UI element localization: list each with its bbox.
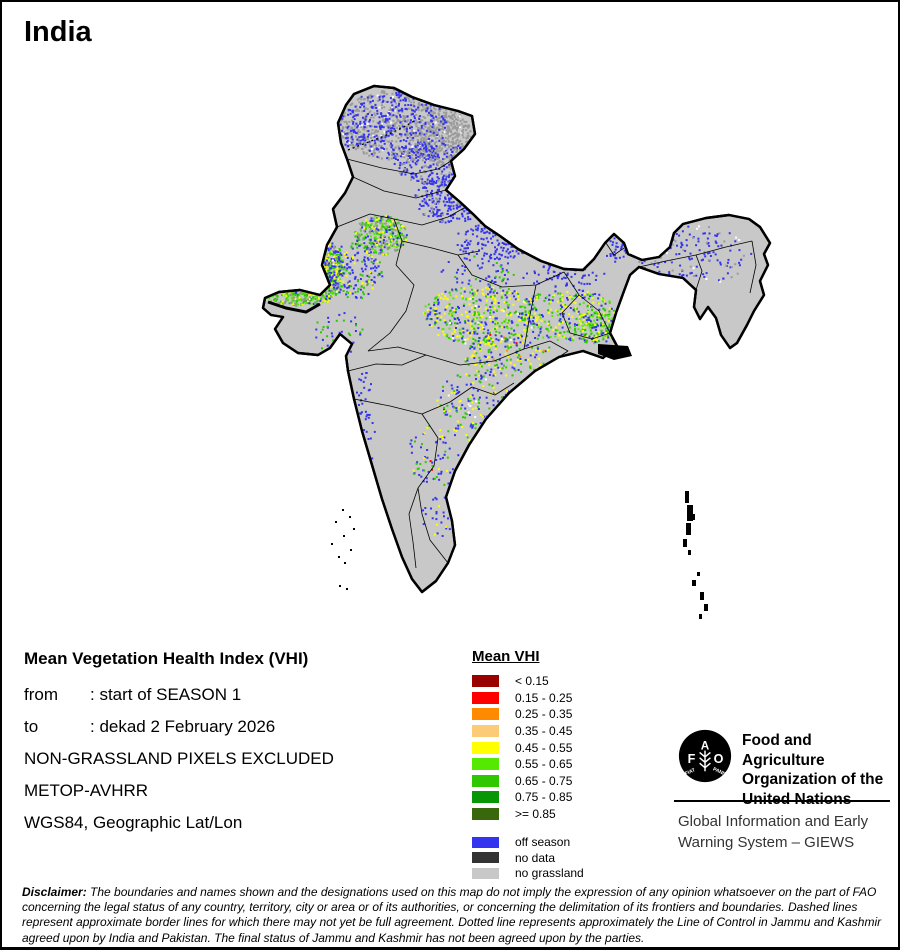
legend-swatch: [472, 867, 499, 879]
info-heading: Mean Vegetation Health Index (VHI): [24, 649, 309, 668]
info-line: METOP-AVHRR: [24, 781, 149, 800]
legend-item-label: no grassland: [515, 866, 584, 881]
legend-title: Mean VHI: [472, 648, 540, 665]
legend-swatch: [472, 758, 499, 771]
map-info-block: Mean Vegetation Health Index (VHI) from:…: [24, 648, 334, 839]
giews-label: Global Information and Early Warning Syst…: [678, 811, 868, 853]
disclaimer: Disclaimer: The boundaries and names sho…: [22, 885, 884, 946]
legend-item-label: no data: [515, 850, 556, 865]
legend-item-label: 0.15 - 0.25: [515, 690, 573, 705]
legend: Mean VHI < 0.15 0.15 - 0.25 0.25 - 0.35 0.3…: [472, 648, 584, 881]
fao-logo-icon: A F O FIAT PANIS: [678, 729, 732, 783]
legend-swatch: [472, 691, 499, 704]
fao-org-line: Food and Agriculture: [742, 732, 825, 769]
giews-line: Warning System – GIEWS: [678, 834, 855, 851]
info-rows: from : start of SEASON 1 to : dekad 2 Febru…: [24, 679, 334, 839]
legend-item: off season: [472, 834, 584, 850]
legend-item: 0.15 - 0.25: [472, 690, 584, 707]
fao-org-line: United Nations: [742, 790, 852, 808]
legend-extra-items: off season no data no grassland: [472, 834, 584, 881]
legend-item: 0.35 - 0.45: [472, 723, 584, 740]
legend-item-label: < 0.15: [515, 674, 549, 689]
gulf-of-kutch-coast: [267, 300, 321, 314]
islands: [331, 344, 708, 619]
disclaimer-label: Disclaimer:: [22, 885, 87, 899]
legend-item: 0.75 - 0.85: [472, 789, 584, 806]
disclaimer-text: The boundaries and names shown and the d…: [22, 885, 882, 945]
legend-item-label: 0.55 - 0.65: [515, 757, 573, 772]
legend-item: 0.25 - 0.35: [472, 706, 584, 723]
legend-swatch: [472, 675, 499, 688]
legend-item-label: off season: [515, 835, 571, 850]
legend-swatch: [472, 836, 499, 848]
legend-swatch: [472, 774, 499, 787]
legend-item: < 0.15: [472, 673, 584, 690]
india-outline: [261, 84, 772, 594]
legend-item-label: 0.25 - 0.35: [515, 707, 573, 722]
info-row-label: to: [24, 717, 39, 736]
giews-line: Global Information and Early: [678, 813, 869, 830]
info-row: from : start of SEASON 1: [24, 679, 334, 711]
legend-item-label: 0.75 - 0.85: [515, 790, 573, 805]
vhi-pixel-scatter: [267, 89, 753, 537]
legend-item-label: 0.65 - 0.75: [515, 773, 573, 788]
legend-item: 0.45 - 0.55: [472, 739, 584, 756]
legend-items: < 0.15 0.15 - 0.25 0.25 - 0.35 0.35 - 0.45 0…: [472, 673, 584, 822]
legend-item-label: 0.45 - 0.55: [515, 740, 573, 755]
wheat-ear-icon: [699, 750, 711, 772]
fao-org-line: Organization of the: [742, 771, 884, 788]
info-row-value: : dekad 2 February 2026: [90, 717, 276, 736]
info-line: NON-GRASSLAND PIXELS EXCLUDED: [24, 749, 334, 768]
info-row: to : dekad 2 February 2026: [24, 711, 334, 743]
legend-swatch: [472, 741, 499, 754]
legend-item: no grassland: [472, 866, 584, 882]
legend-item-label: 0.35 - 0.45: [515, 724, 573, 739]
legend-item: 0.65 - 0.75: [472, 773, 584, 790]
info-row-label: from: [24, 685, 58, 704]
sundarbans: [598, 344, 632, 360]
legend-swatch: [472, 725, 499, 738]
info-line: WGS84, Geographic Lat/Lon: [24, 813, 243, 832]
page-title: India: [24, 16, 92, 48]
legend-swatch: [472, 791, 499, 804]
legend-item: 0.55 - 0.65: [472, 756, 584, 773]
legend-item: no data: [472, 850, 584, 866]
legend-swatch: [472, 708, 499, 721]
fao-org-name: Food and Agriculture Organization of the U…: [742, 731, 890, 809]
legend-item-label: >= 0.85: [515, 807, 556, 822]
info-row-value: : start of SEASON 1: [90, 685, 242, 704]
legend-item: >= 0.85: [472, 806, 584, 823]
state-boundaries: [336, 158, 757, 569]
fao-divider: [674, 800, 890, 802]
legend-swatch: [472, 808, 499, 821]
legend-swatch: [472, 852, 499, 864]
